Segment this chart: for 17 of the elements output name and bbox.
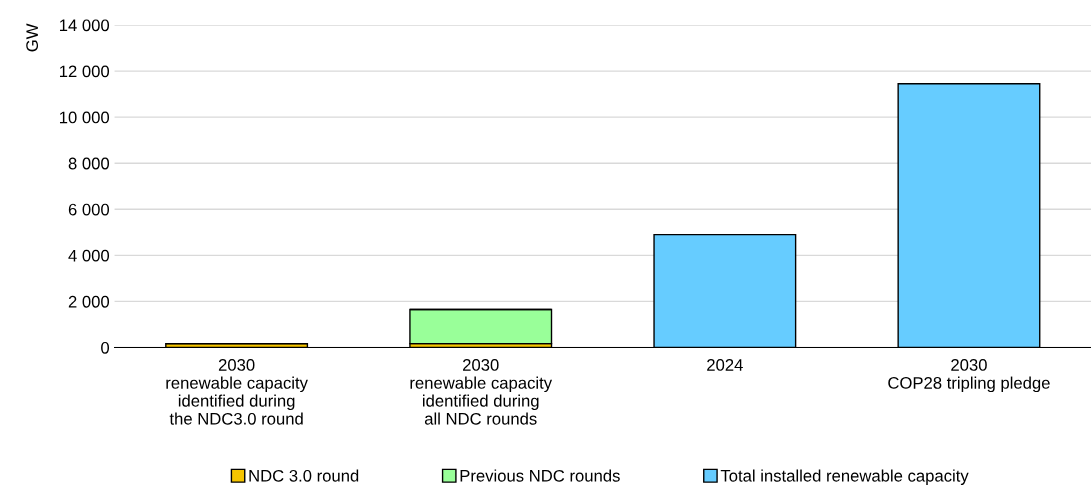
y-axis-title: GW	[26, 23, 39, 52]
x-tick-label: 2030 COP28 tripling pledge	[888, 359, 1050, 393]
y-tick-label: 0	[101, 341, 110, 354]
y-tick-label: 14 000	[59, 19, 110, 32]
y-tick-label: 6 000	[68, 203, 110, 216]
y-tick-label: 8 000	[68, 157, 110, 170]
x-tick-label: 2030 renewable capacity identified during the NDC3.0 round	[166, 359, 308, 425]
y-tick-label: 4 000	[68, 249, 110, 262]
bar	[409, 308, 553, 345]
legend-label: Total installed renewable capacity	[720, 469, 969, 485]
y-tick-label: 2 000	[68, 295, 110, 308]
legend-label: NDC 3.0 round	[249, 469, 359, 482]
x-tick-label: 2024	[707, 359, 743, 371]
x-tick-label: 2030 renewable capacity identified during all NDC rounds	[410, 359, 553, 425]
y-tick-label: 10 000	[59, 111, 110, 124]
y-tick-label: 12 000	[59, 65, 110, 78]
legend-label: Previous NDC rounds	[460, 469, 620, 482]
